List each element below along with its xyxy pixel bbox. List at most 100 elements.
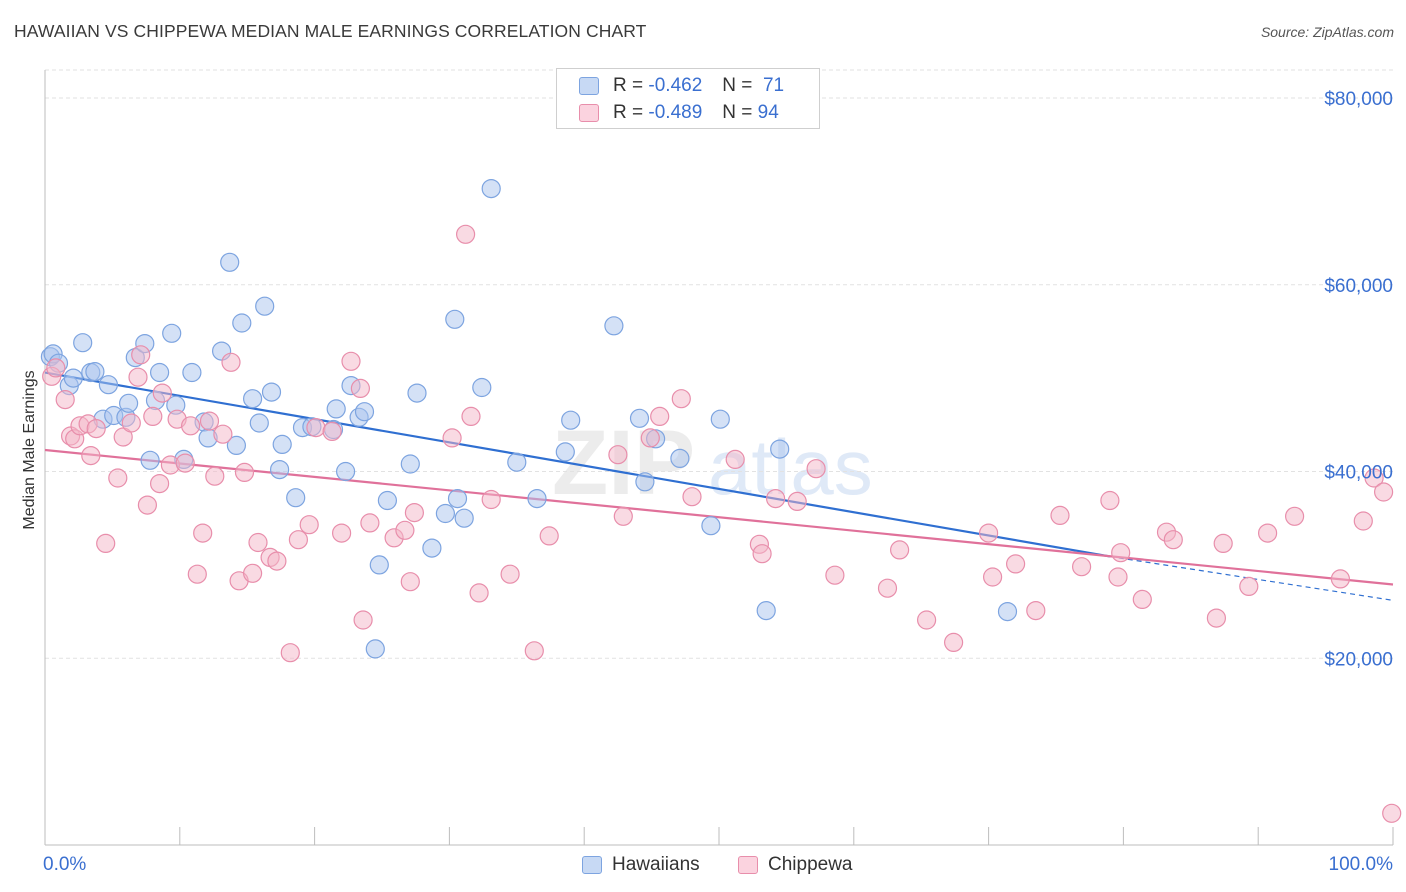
chippewa-point bbox=[877, 578, 898, 598]
watermark-zip: ZIP bbox=[552, 412, 695, 514]
hawaiian-point bbox=[369, 555, 389, 575]
hawaiian-point bbox=[232, 313, 252, 333]
chippewa-point bbox=[404, 502, 424, 523]
chippewa-point bbox=[1353, 511, 1373, 531]
data-points bbox=[40, 179, 1402, 823]
chippewa-point bbox=[916, 610, 937, 630]
hawaiian-point bbox=[445, 309, 465, 329]
legend-item-hawaiians: Hawaiians bbox=[582, 851, 700, 879]
hawaiian-point bbox=[98, 375, 119, 395]
chippewa-point bbox=[1111, 543, 1131, 563]
chippewa-point bbox=[539, 526, 559, 546]
chippewa-point bbox=[608, 445, 628, 465]
hawaiian-point bbox=[226, 435, 246, 455]
chippewa-point bbox=[725, 449, 745, 469]
chippewa-point bbox=[205, 466, 225, 486]
chippewa-point bbox=[353, 610, 373, 630]
chippewa-point bbox=[461, 406, 481, 426]
chippewa-point bbox=[55, 390, 75, 410]
chippewa-point bbox=[524, 641, 544, 661]
hawaiian-point bbox=[555, 442, 575, 462]
chippewa-point bbox=[1239, 576, 1259, 597]
hawaiian-point bbox=[249, 413, 269, 433]
chippewa-point bbox=[1364, 468, 1384, 488]
hawaiian-point bbox=[435, 503, 455, 524]
axes bbox=[44, 70, 1394, 846]
y-tick-label: $60,000 bbox=[1324, 276, 1393, 297]
chippewa-point bbox=[193, 523, 213, 543]
legend-row-hawaiians: R = -0.462 N = 71 bbox=[579, 74, 784, 98]
chippewa-point bbox=[500, 564, 520, 584]
chippewa-point bbox=[469, 583, 489, 603]
chippewa-point bbox=[213, 424, 233, 444]
hawaiian-point bbox=[629, 408, 650, 428]
chippewa-point bbox=[889, 540, 910, 560]
legend-row-chippewa: R = -0.489 N = 94 bbox=[579, 101, 779, 125]
legend-r-label: R = bbox=[613, 75, 644, 96]
chippewa-point bbox=[1026, 600, 1046, 621]
chippewa-point bbox=[86, 419, 106, 439]
chippewa-point bbox=[243, 563, 263, 583]
hawaiian-point bbox=[756, 600, 776, 621]
x-tick-label: 0.0% bbox=[43, 854, 86, 875]
chippewa-point bbox=[288, 530, 308, 550]
chippewa-point bbox=[1100, 490, 1120, 511]
legend-n-label: N = bbox=[722, 75, 753, 96]
chippewa-point bbox=[1382, 803, 1402, 823]
hawaiian-point bbox=[270, 460, 290, 480]
hawaiian-point bbox=[770, 439, 790, 459]
chippewa-point bbox=[1108, 567, 1128, 587]
chippewa-point bbox=[137, 495, 157, 515]
chart-title: HAWAIIAN VS CHIPPEWA MEDIAN MALE EARNING… bbox=[14, 21, 647, 41]
y-tick-label: $40,000 bbox=[1324, 463, 1393, 484]
correlation-legend: R = -0.462 N = 71 R = -0.489 N = 94 bbox=[556, 68, 820, 129]
chippewa-point bbox=[650, 406, 670, 426]
hawaiian-point bbox=[701, 516, 721, 536]
hawaiian-point bbox=[527, 489, 547, 509]
hawaiian-point bbox=[604, 316, 624, 336]
chippewa-point bbox=[787, 491, 807, 511]
chippewa-point bbox=[108, 468, 128, 488]
hawaiian-point bbox=[261, 382, 282, 402]
series-legend: Hawaiians Chippewa bbox=[0, 851, 1406, 879]
hawaiian-point bbox=[472, 377, 492, 398]
chippewa-point bbox=[181, 416, 201, 436]
chippewa-point bbox=[332, 523, 352, 543]
hawaiian-point bbox=[407, 383, 427, 403]
trend-lines bbox=[44, 371, 1394, 601]
chippewa-point bbox=[46, 358, 66, 378]
chippewa-point bbox=[982, 567, 1003, 587]
y-tick-label: $20,000 bbox=[1324, 649, 1393, 670]
hawaiian-point bbox=[447, 489, 468, 509]
hawaiian-point bbox=[635, 472, 655, 492]
chippewa-point bbox=[765, 489, 786, 509]
chippewa-point bbox=[481, 489, 501, 510]
chippewa-point bbox=[152, 383, 172, 403]
hawaiian-point bbox=[85, 362, 105, 382]
source-label: Source: ZipAtlas.com bbox=[1260, 24, 1394, 40]
hawaiian-point bbox=[220, 252, 240, 272]
chippewa-point bbox=[360, 513, 380, 533]
hawaiian-point bbox=[422, 538, 442, 558]
chippewa-point bbox=[121, 413, 141, 433]
chippewa-point bbox=[248, 532, 268, 553]
chippewa-point bbox=[306, 418, 326, 438]
hawaiian-point bbox=[354, 402, 375, 422]
chippewa-point bbox=[682, 487, 702, 507]
chippewa-point bbox=[825, 565, 845, 585]
watermark: ZIP atlas bbox=[552, 412, 873, 514]
chippewa-point bbox=[234, 462, 255, 482]
chippewa-point bbox=[175, 453, 195, 473]
tick-labels: $20,000 $40,000 $60,000 $80,000 0.0% 100.0% bbox=[43, 89, 1393, 875]
legend-r-label: R = bbox=[613, 102, 644, 123]
chippewa-point bbox=[221, 352, 241, 372]
chippewa-point bbox=[341, 351, 361, 371]
chippewa-point bbox=[395, 520, 415, 540]
x-tick-label: 100.0% bbox=[1329, 854, 1394, 875]
legend-swatch-hawaiians bbox=[582, 856, 602, 874]
hawaiian-point bbox=[710, 409, 730, 429]
chippewa-point bbox=[299, 515, 319, 535]
hawaiian-point bbox=[377, 490, 397, 511]
chippewa-point bbox=[199, 411, 220, 431]
hawaiian-trend-line bbox=[44, 371, 1111, 558]
